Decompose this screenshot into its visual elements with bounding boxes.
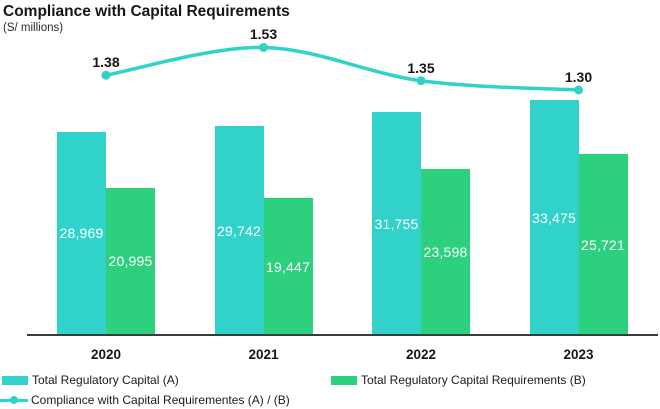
- bar-a-2021: 29,742: [214, 126, 264, 335]
- line-point-2023: [574, 85, 583, 95]
- legend-label-a: Total Regulatory Capital (A): [32, 373, 179, 387]
- x-axis-line: [27, 334, 658, 336]
- x-tick-2023: 2023: [563, 347, 594, 362]
- line-value-2023: 1.30: [564, 69, 593, 85]
- bar-b-2023: 25,721: [578, 154, 628, 335]
- chart-title: Compliance with Capital Requirements: [3, 3, 290, 20]
- bar-label-b-2021: 19,447: [265, 258, 311, 275]
- x-tick-2021: 2021: [248, 347, 279, 362]
- x-tick-2020: 2020: [90, 347, 122, 362]
- bar-b-2022: 23,598: [421, 169, 470, 335]
- line-point-2021: [259, 42, 268, 52]
- line-point-2022: [416, 76, 426, 86]
- bar-b-2021: 19,447: [263, 198, 313, 335]
- x-tick-2022: 2022: [405, 347, 437, 362]
- plot-area: 28,969 20,995 29,742 19,447 31,755 23,598 33,4…: [27, 26, 658, 362]
- line-value-2020: 1.38: [92, 54, 120, 71]
- bar-label-b-2023: 25,721: [580, 236, 626, 253]
- legend-label-b: Total Regulatory Capital Requirements (B…: [361, 373, 586, 387]
- legend-row-1: Total Regulatory Capital (A) Total Regul…: [0, 372, 660, 388]
- legend-swatch-b-icon: [331, 375, 357, 385]
- line-value-2021: 1.53: [249, 26, 278, 43]
- legend-item-total-regulatory-capital-a: Total Regulatory Capital (A): [2, 372, 179, 388]
- chart-subtitle: (S/ millions): [3, 22, 64, 34]
- legend-line-marker-icon: [0, 393, 28, 407]
- bar-label-b-2022: 23,598: [423, 244, 468, 261]
- bar-b-2020: 20,995: [106, 187, 155, 335]
- legend-item-compliance-line: Compliance with Capital Requirementes (A…: [0, 392, 290, 408]
- bar-label-a-2023: 33,475: [531, 209, 577, 226]
- bar-label-a-2021: 29,742: [216, 222, 262, 239]
- legend-item-total-regulatory-capital-requirements-b: Total Regulatory Capital Requirements (B…: [331, 372, 586, 388]
- legend-label-line: Compliance with Capital Requirementes (A…: [31, 393, 290, 407]
- bar-label-b-2020: 20,995: [108, 253, 153, 270]
- line-point-2020: [101, 70, 111, 80]
- compliance-line-path: [104, 45, 581, 92]
- bar-a-2022: 31,755: [372, 112, 421, 335]
- bar-label-a-2022: 31,755: [374, 215, 419, 232]
- bar-label-a-2020: 28,969: [59, 225, 104, 242]
- legend-swatch-a-icon: [2, 375, 28, 385]
- bar-a-2020: 28,969: [57, 131, 106, 335]
- legend-row-2: Compliance with Capital Requirementes (A…: [0, 392, 660, 408]
- line-value-2022: 1.35: [407, 59, 435, 76]
- bar-a-2023: 33,475: [529, 100, 579, 335]
